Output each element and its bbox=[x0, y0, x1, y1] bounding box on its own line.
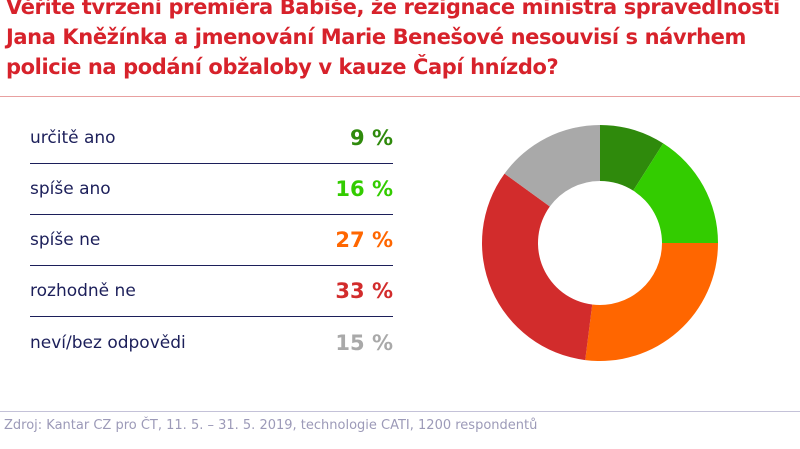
divider bbox=[0, 96, 800, 97]
value-label: 16 % bbox=[335, 177, 393, 201]
category-label: určitě ano bbox=[30, 128, 116, 148]
value-label: 27 % bbox=[335, 228, 393, 252]
source-note: Zdroj: Kantar CZ pro ČT, 11. 5. – 31. 5.… bbox=[4, 418, 538, 433]
donut-slice bbox=[481, 173, 593, 361]
legend-row: spíše ne 27 % bbox=[30, 215, 393, 266]
chart-title: Věříte tvrzení premiéra Babiše, že rezig… bbox=[6, 0, 780, 79]
donut-slice bbox=[585, 243, 718, 361]
legend-row: určitě ano 9 % bbox=[30, 113, 393, 164]
category-label: spíše ne bbox=[30, 230, 101, 250]
donut-slice bbox=[504, 125, 600, 207]
category-label: spíše ano bbox=[30, 179, 111, 199]
donut-slice bbox=[633, 143, 718, 243]
legend-table: určitě ano 9 % spíše ano 16 % spíše ne 27 %… bbox=[30, 113, 393, 368]
divider bbox=[0, 411, 800, 412]
donut-slice bbox=[600, 125, 664, 191]
value-label: 15 % bbox=[335, 330, 393, 355]
category-label: neví/bez odpovědi bbox=[30, 332, 186, 353]
legend-row: neví/bez odpovědi 15 % bbox=[30, 317, 393, 368]
legend-row: rozhodně ne 33 % bbox=[30, 266, 393, 317]
value-label: 33 % bbox=[335, 279, 393, 303]
value-label: 9 % bbox=[350, 126, 393, 150]
category-label: rozhodně ne bbox=[30, 281, 136, 301]
donut-chart bbox=[481, 125, 718, 361]
legend-row: spíše ano 16 % bbox=[30, 164, 393, 215]
